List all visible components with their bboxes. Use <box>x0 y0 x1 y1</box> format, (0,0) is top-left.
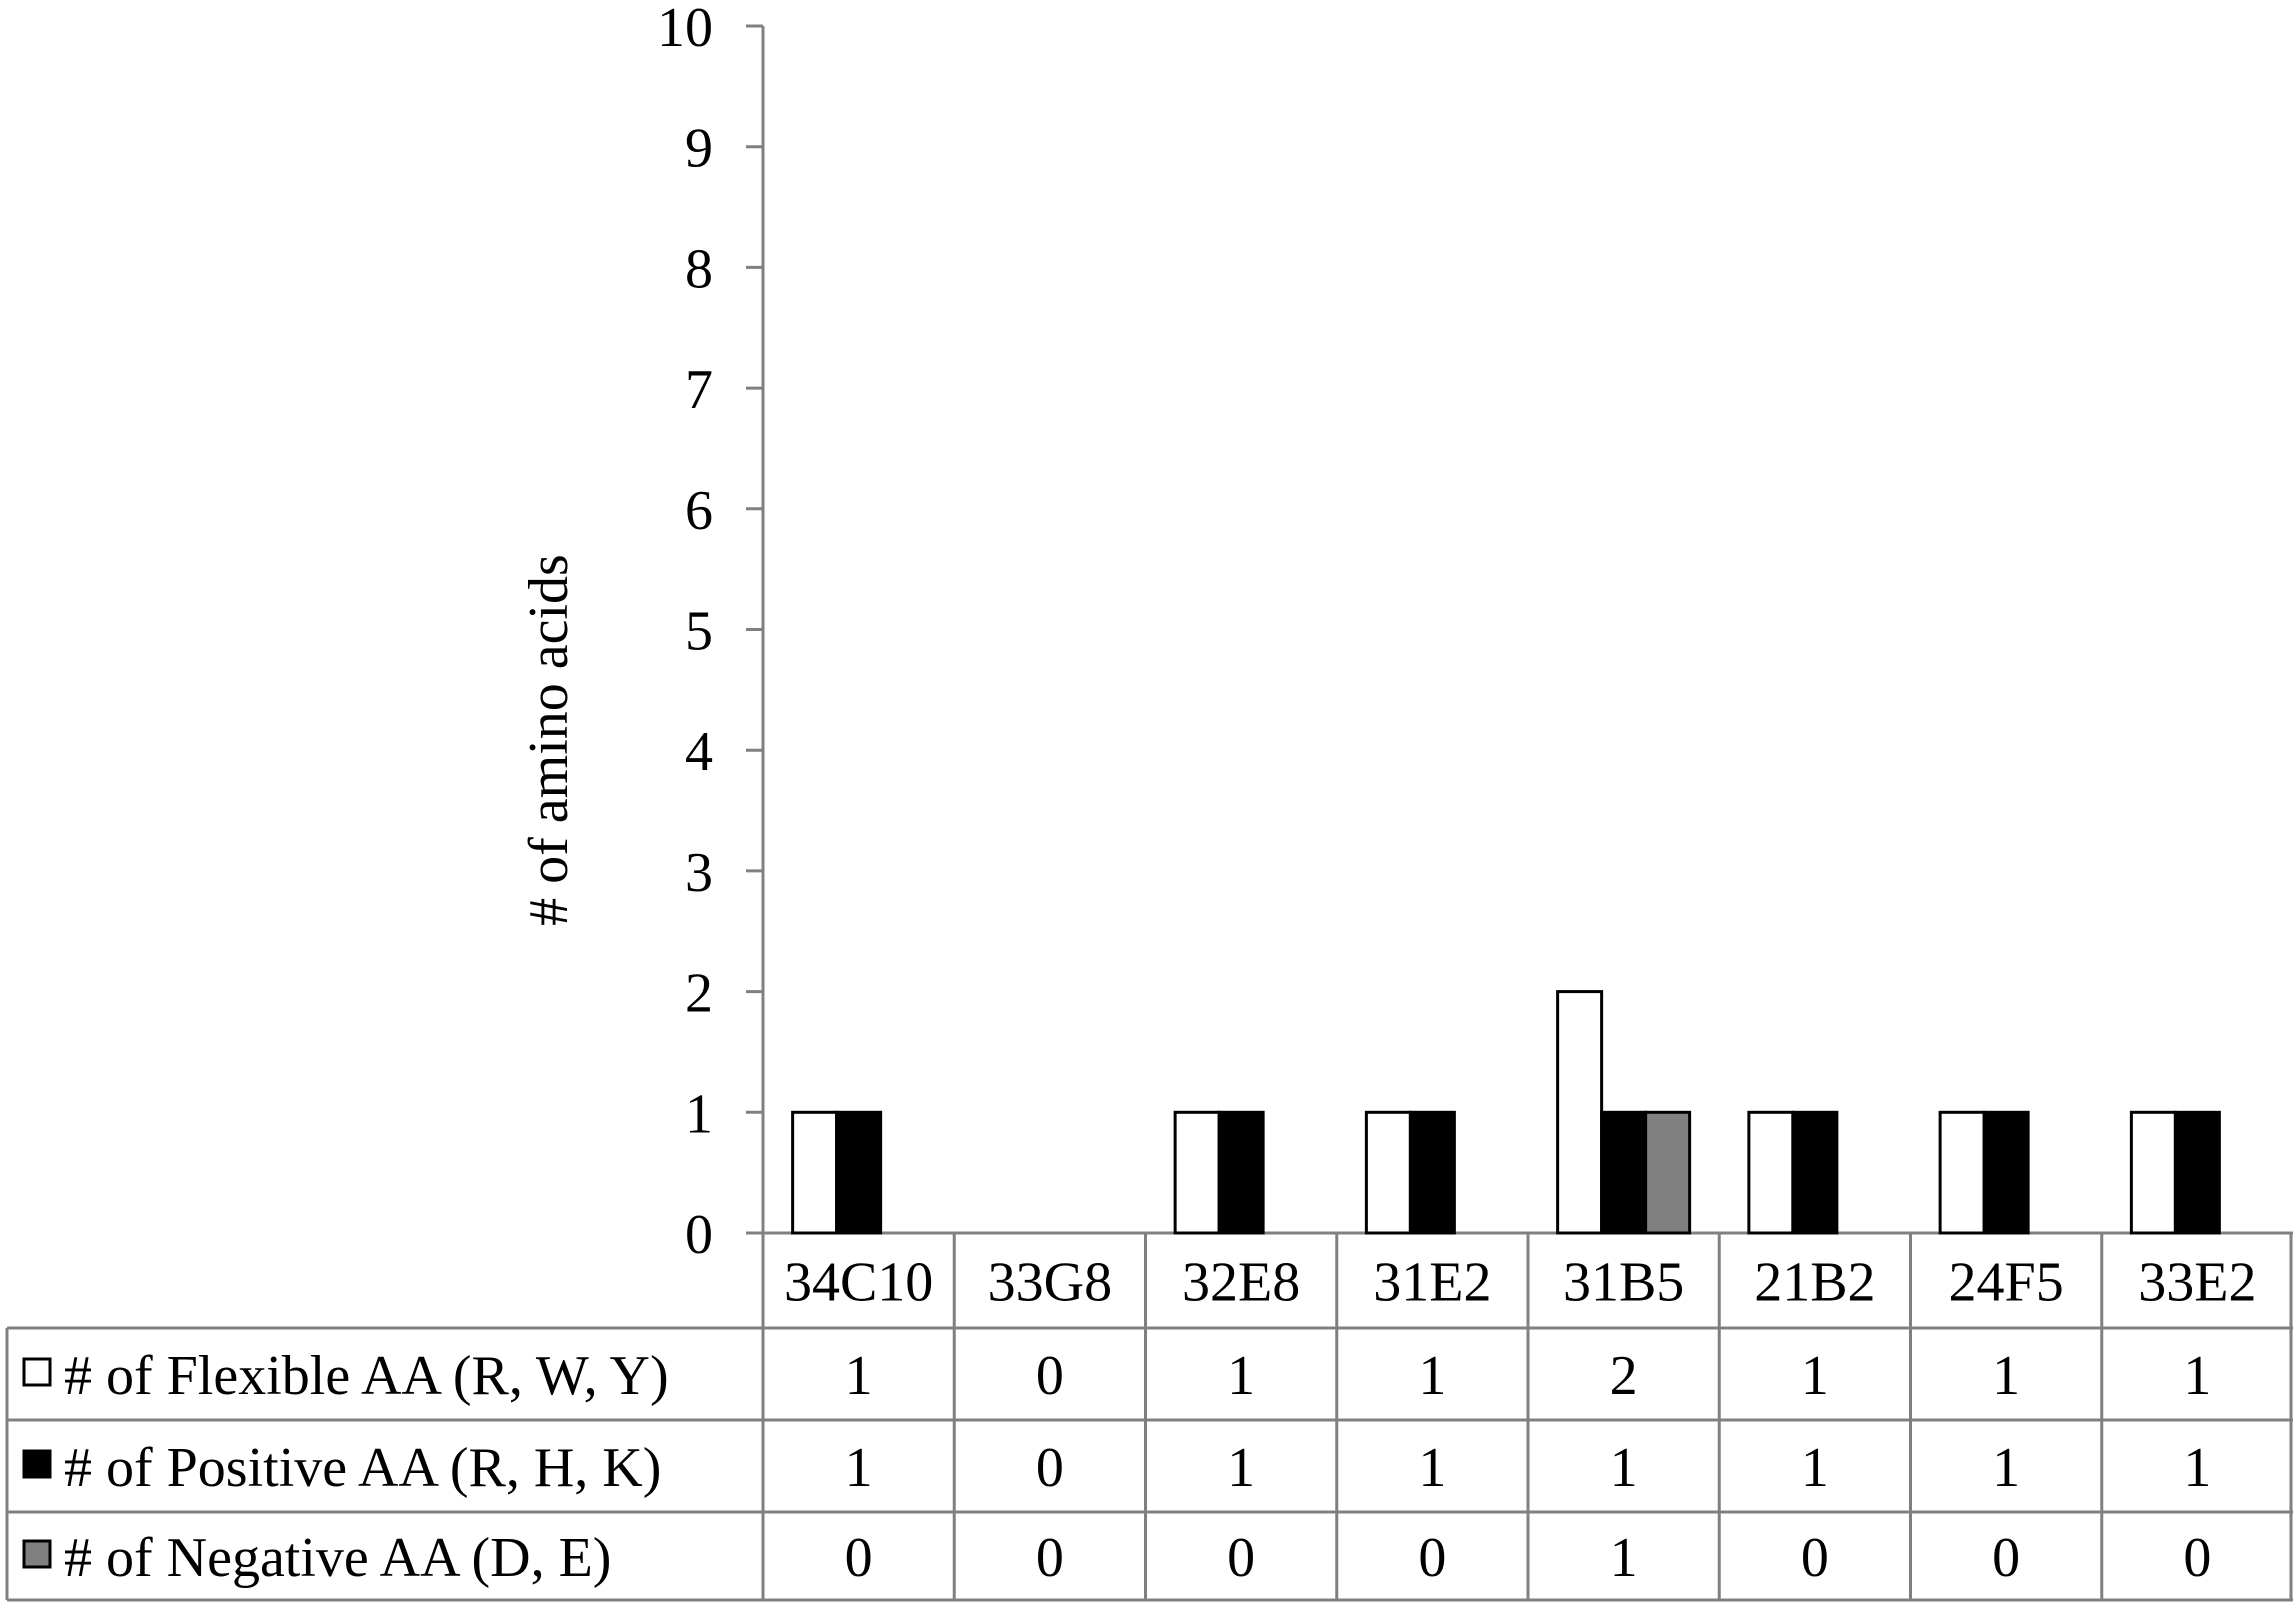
legend-label: # of Flexible AA (R, W, Y) <box>64 1345 669 1407</box>
bar <box>1364 1110 1412 1235</box>
table-cell-value: 1 <box>1801 1437 1829 1499</box>
bar <box>1644 1110 1692 1235</box>
table-cell-value: 1 <box>2183 1437 2211 1499</box>
table-cell-value: 0 <box>1992 1527 2020 1589</box>
y-tick-label: 10 <box>657 0 713 59</box>
bar <box>1938 1110 1986 1235</box>
bar <box>1982 1110 2030 1235</box>
bar <box>1747 1110 1795 1235</box>
legend-key <box>22 1357 52 1387</box>
bar <box>2129 1110 2177 1235</box>
table-cell-value: 1 <box>1610 1437 1638 1499</box>
category-label: 21B2 <box>1754 1252 1875 1314</box>
table-cell-value: 1 <box>845 1437 873 1499</box>
bars <box>22 990 2221 1569</box>
table-cell-value: 1 <box>1801 1345 1829 1407</box>
category-label: 32E8 <box>1182 1252 1300 1314</box>
table-cell-value: 1 <box>1227 1345 1255 1407</box>
y-tick-label: 2 <box>685 963 713 1025</box>
table-cell-value: 0 <box>2183 1527 2211 1589</box>
category-label: 33E2 <box>2138 1252 2256 1314</box>
y-tick-label: 1 <box>685 1083 713 1145</box>
table-cell-value: 1 <box>1418 1437 1446 1499</box>
y-tick-label: 4 <box>685 721 713 783</box>
table-cell-value: 0 <box>1227 1527 1255 1589</box>
table-cell-value: 0 <box>1036 1527 1064 1589</box>
legend-key <box>22 1449 52 1479</box>
table-cell-value: 1 <box>1227 1437 1255 1499</box>
y-tick-label: 7 <box>685 359 713 421</box>
category-label: 31E2 <box>1373 1252 1491 1314</box>
category-label: 31B5 <box>1563 1252 1684 1314</box>
bar <box>2173 1110 2221 1235</box>
data-table-grid <box>5 1231 2293 1602</box>
y-tick-label: 0 <box>685 1204 713 1266</box>
table-cell-value: 0 <box>1801 1527 1829 1589</box>
category-label: 34C10 <box>784 1252 933 1314</box>
y-tick-label: 8 <box>685 238 713 300</box>
table-cell-value: 2 <box>1610 1345 1638 1407</box>
table-cell-value: 0 <box>1418 1527 1446 1589</box>
bar <box>1600 1110 1648 1235</box>
bar <box>1556 990 1604 1235</box>
legend-label: # of Positive AA (R, H, K) <box>64 1437 661 1499</box>
table-cell-value: 1 <box>1992 1437 2020 1499</box>
table-cell-value: 0 <box>845 1527 873 1589</box>
category-label: 24F5 <box>1949 1252 2064 1314</box>
category-label: 33G8 <box>988 1252 1112 1314</box>
bar <box>1217 1110 1265 1235</box>
table-cell-value: 1 <box>2183 1345 2211 1407</box>
table-cell-value: 0 <box>1036 1345 1064 1407</box>
y-tick-label: 3 <box>685 842 713 904</box>
y-tick-label: 6 <box>685 480 713 542</box>
bar <box>835 1110 883 1235</box>
axes <box>746 24 765 1235</box>
table-cell-value: 0 <box>1036 1437 1064 1499</box>
table-cell-value: 1 <box>1418 1345 1446 1407</box>
bar <box>1408 1110 1456 1235</box>
y-tick-label: 5 <box>685 601 713 663</box>
bar <box>1791 1110 1839 1235</box>
legend-label: # of Negative AA (D, E) <box>64 1527 611 1589</box>
bar <box>791 1110 839 1235</box>
legend-key <box>22 1539 52 1569</box>
y-tick-label: 9 <box>685 118 713 180</box>
table-cell-value: 1 <box>845 1345 873 1407</box>
table-cell-value: 1 <box>1992 1345 2020 1407</box>
table-cell-value: 1 <box>1610 1527 1638 1589</box>
y-axis-title: # of amino acids <box>518 554 580 926</box>
bar <box>1173 1110 1221 1235</box>
